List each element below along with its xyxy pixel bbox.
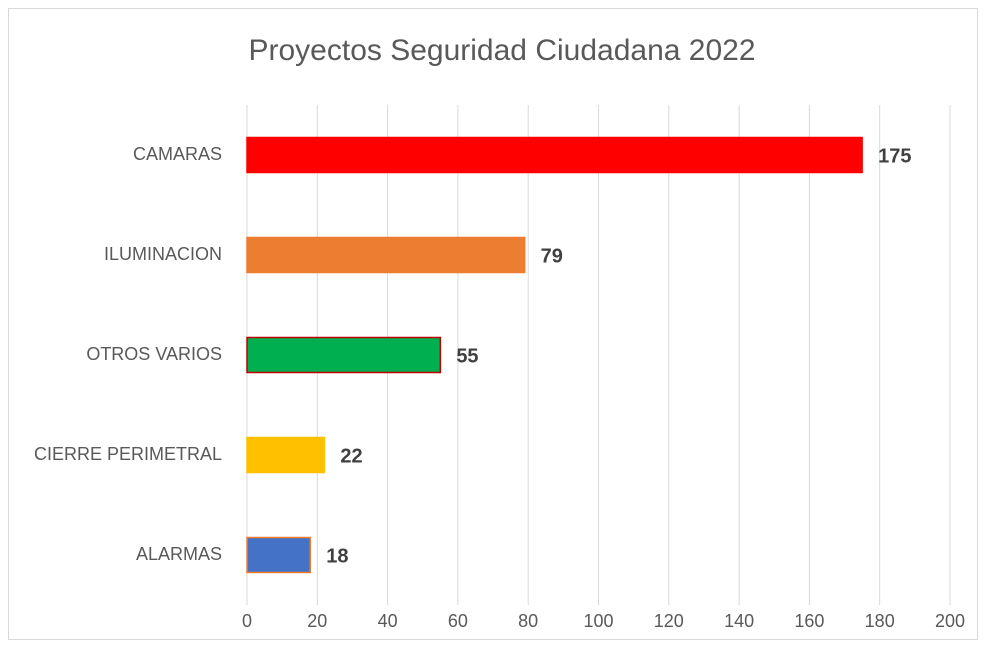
x-tick-label: 20 (307, 611, 327, 631)
x-tick-label: 0 (242, 611, 252, 631)
x-tick-label: 40 (378, 611, 398, 631)
bar (246, 336, 442, 374)
bar (246, 236, 526, 274)
chart-border (8, 8, 978, 640)
x-tick-label: 80 (518, 611, 538, 631)
value-label: 18 (326, 545, 348, 567)
value-label: 55 (456, 345, 478, 367)
y-tick-label: OTROS VARIOS (86, 344, 222, 364)
value-label: 79 (541, 245, 563, 267)
chart-title: Proyectos Seguridad Ciudadana 2022 (248, 34, 755, 67)
x-tick-label: 60 (448, 611, 468, 631)
bar (246, 536, 312, 574)
bar (246, 136, 863, 174)
value-label: 22 (340, 445, 362, 467)
x-tick-label: 180 (865, 611, 895, 631)
x-tick-label: 160 (794, 611, 824, 631)
x-tick-label: 120 (654, 611, 684, 631)
x-tick-label: 140 (724, 611, 754, 631)
x-tick-label: 200 (935, 611, 965, 631)
y-tick-label: ILUMINACION (104, 244, 222, 264)
y-tick-label: CAMARAS (133, 144, 222, 164)
y-tick-label: CIERRE PERIMETRAL (34, 444, 222, 464)
bar (246, 436, 326, 474)
x-tick-label: 100 (583, 611, 613, 631)
value-label: 175 (878, 145, 911, 167)
y-tick-label: ALARMAS (136, 544, 222, 564)
